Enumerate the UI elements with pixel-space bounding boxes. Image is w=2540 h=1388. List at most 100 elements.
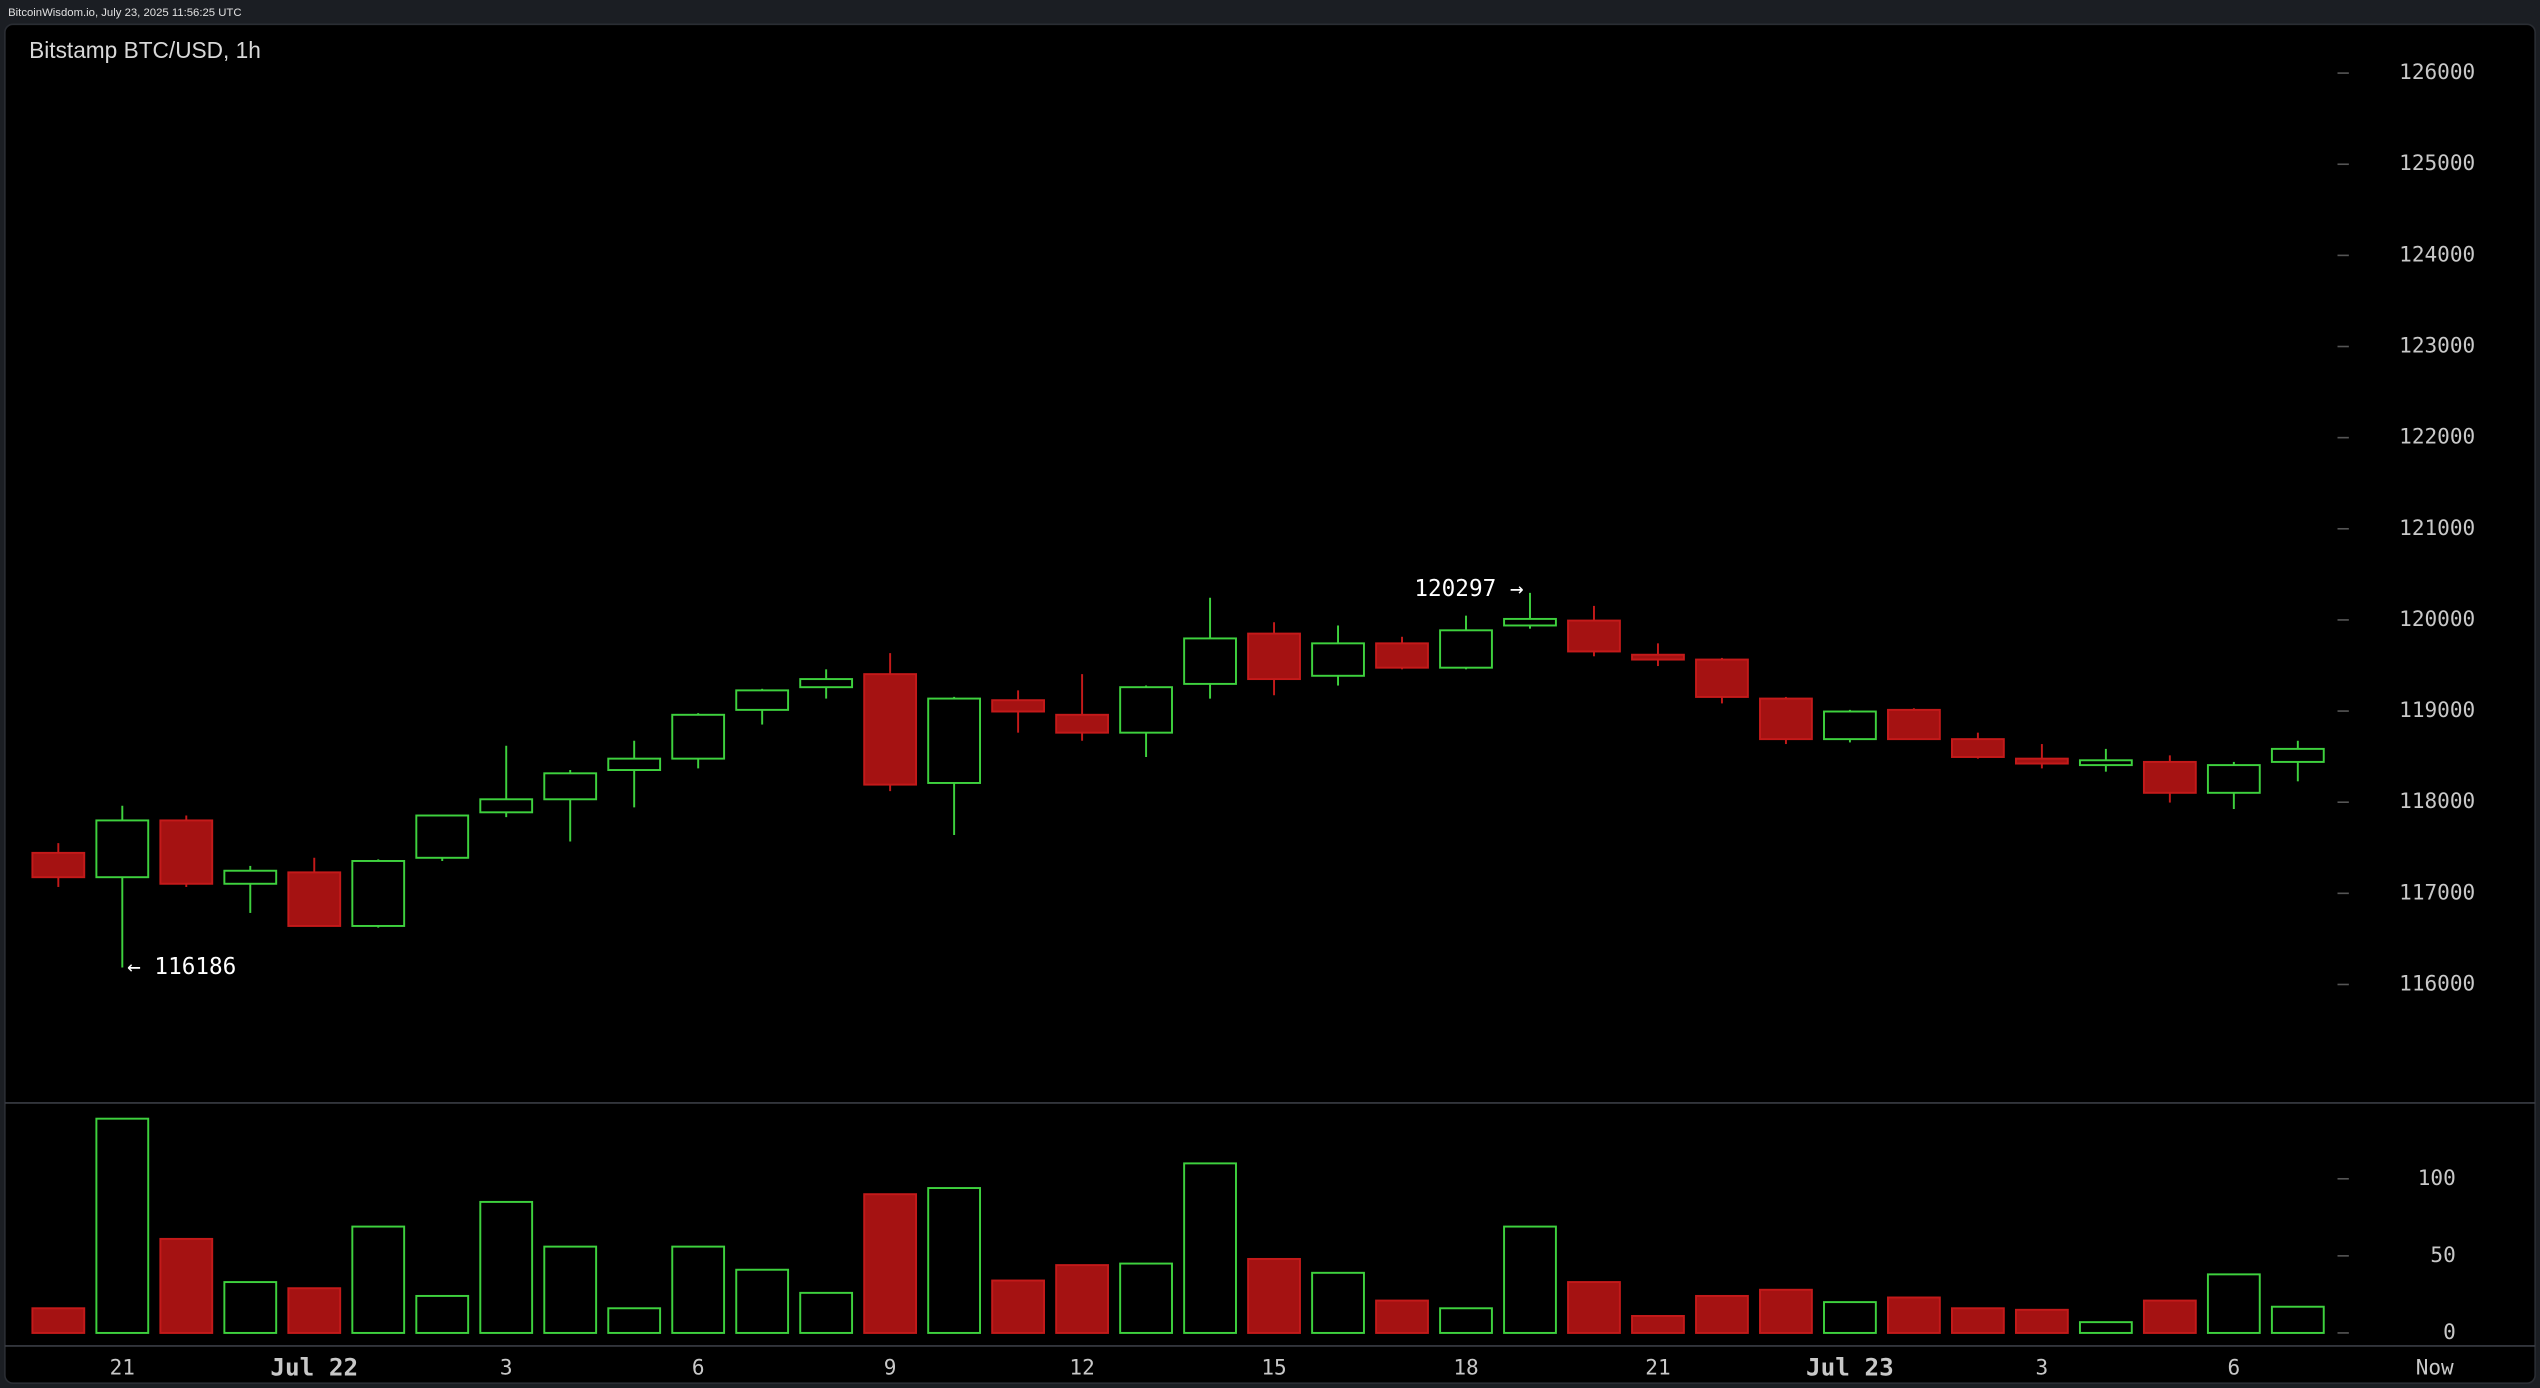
- volume-bar: [927, 1187, 982, 1334]
- candle-body: [1119, 686, 1173, 734]
- candle-body: [287, 871, 342, 927]
- candle-body: [2014, 757, 2069, 765]
- volume-bar: [543, 1245, 598, 1334]
- candle-body: [223, 869, 278, 885]
- volume-bar: [1375, 1299, 1429, 1334]
- candle-body: [1375, 642, 1429, 669]
- price-annotation: 120297 →: [1414, 576, 1523, 602]
- candle-body: [95, 819, 150, 879]
- candle-body: [479, 798, 534, 814]
- y-tick-label: 122000: [2399, 424, 2475, 449]
- x-tick-label: 21: [1645, 1355, 1670, 1380]
- volume-bar: [95, 1117, 150, 1334]
- volume-bar: [1183, 1162, 1237, 1334]
- candle-body: [1055, 713, 1109, 734]
- x-tick-label: 21: [110, 1355, 135, 1380]
- candle-body: [1503, 617, 1557, 627]
- candle-body: [1311, 642, 1365, 677]
- candle-body: [1759, 697, 1813, 741]
- candle-body: [2078, 759, 2133, 767]
- volume-bar: [1503, 1225, 1557, 1334]
- volume-bar: [799, 1291, 854, 1334]
- volume-bar: [1439, 1307, 1493, 1334]
- chart-title: Bitstamp BTC/USD, 1h: [29, 37, 261, 63]
- volume-bar: [1695, 1294, 1749, 1334]
- candle-body: [1631, 653, 1685, 661]
- candle-body: [1951, 738, 2005, 758]
- volume-bar: [1311, 1271, 1365, 1334]
- y-tick-label: 116000: [2399, 970, 2475, 995]
- volume-bar: [1567, 1281, 1621, 1334]
- now-label: Now: [2416, 1355, 2454, 1380]
- volume-bar: [1823, 1301, 1877, 1334]
- candle-body: [159, 819, 214, 885]
- x-tick-label: 9: [884, 1355, 897, 1380]
- volume-bar: [671, 1245, 726, 1334]
- candle-body: [2206, 764, 2261, 794]
- volume-bar: [2270, 1305, 2325, 1334]
- volume-bar: [1951, 1307, 2005, 1334]
- volume-bar: [1631, 1315, 1685, 1334]
- candle-body: [1695, 658, 1749, 698]
- x-tick-label: 3: [500, 1355, 513, 1380]
- y-tick-label: 126000: [2399, 59, 2475, 84]
- candle-body: [31, 851, 86, 879]
- y-tick-label: 118000: [2399, 788, 2475, 813]
- candle-body: [863, 673, 918, 786]
- candle-body: [1439, 629, 1493, 669]
- volume-tick-label: 0: [2443, 1319, 2456, 1344]
- y-tick-label: 119000: [2399, 697, 2475, 722]
- candle-body: [1183, 637, 1237, 685]
- volume-bar: [2014, 1308, 2069, 1334]
- x-tick-label: 18: [1453, 1355, 1478, 1380]
- volume-bar: [607, 1307, 662, 1334]
- candle-body: [991, 699, 1045, 713]
- volume-bar: [863, 1193, 918, 1334]
- volume-bar: [479, 1200, 534, 1334]
- volume-bar: [287, 1287, 342, 1334]
- candle-body: [2270, 747, 2325, 763]
- candle-body: [671, 713, 726, 760]
- y-tick-label: 125000: [2399, 150, 2475, 175]
- volume-bar: [159, 1237, 214, 1334]
- y-tick-label: 124000: [2399, 241, 2475, 266]
- candle-body: [607, 757, 662, 771]
- volume-bar: [1119, 1262, 1173, 1334]
- volume-tick-label: 100: [2418, 1165, 2456, 1190]
- candle-body: [2142, 760, 2197, 794]
- volume-bar: [1055, 1264, 1109, 1334]
- volume-bar: [351, 1225, 406, 1334]
- volume-bar: [31, 1307, 86, 1334]
- y-tick-label: 121000: [2399, 515, 2475, 540]
- candle-body: [1247, 632, 1301, 681]
- chart-panel: [4, 23, 2536, 1384]
- candle-body: [735, 689, 790, 711]
- volume-bar: [1887, 1296, 1941, 1334]
- x-tick-label: 3: [2036, 1355, 2049, 1380]
- candle-body: [415, 814, 470, 859]
- x-tick-label: 15: [1261, 1355, 1286, 1380]
- volume-bar: [2142, 1299, 2197, 1334]
- source-header: BitcoinWisdom.io, July 23, 2025 11:56:25…: [8, 7, 241, 19]
- x-tick-label: 12: [1069, 1355, 1094, 1380]
- x-tick-label: Jul 23: [1806, 1353, 1894, 1382]
- candle-body: [543, 772, 598, 801]
- volume-bar: [223, 1281, 278, 1334]
- candle-body: [1567, 619, 1621, 653]
- volume-bar: [991, 1279, 1045, 1334]
- volume-bar: [2078, 1321, 2133, 1334]
- volume-bar: [1759, 1288, 1813, 1334]
- x-tick-label: 6: [2228, 1355, 2241, 1380]
- volume-bar: [415, 1294, 470, 1334]
- candle-body: [927, 697, 982, 784]
- price-annotation: ← 116186: [127, 954, 236, 980]
- volume-bar: [2206, 1273, 2261, 1334]
- candle-body: [351, 860, 406, 927]
- volume-bar: [735, 1268, 790, 1334]
- y-tick-label: 123000: [2399, 333, 2475, 358]
- candle-body: [799, 678, 854, 689]
- y-tick-label: 120000: [2399, 606, 2475, 631]
- candle-body: [1823, 710, 1877, 741]
